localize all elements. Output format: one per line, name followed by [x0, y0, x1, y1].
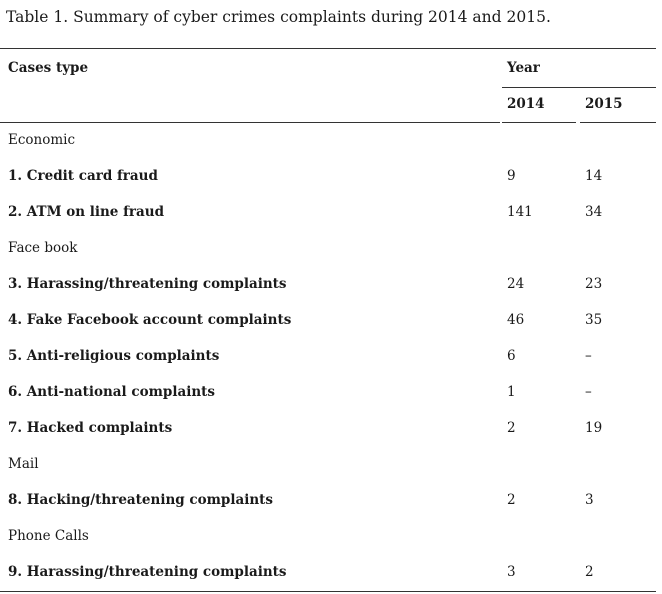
row-value-2015: –	[585, 348, 592, 364]
table-top-rule	[0, 48, 656, 49]
header-bottom-rule	[0, 122, 500, 123]
group-economic: Economic	[8, 132, 76, 148]
row-value-2014: 46	[507, 312, 525, 328]
row-value-2015: 19	[585, 420, 603, 436]
row-label: 8. Hacking/threatening complaints	[8, 492, 274, 508]
header-bottom-rule-2014	[502, 122, 576, 123]
row-label: 3. Harassing/threatening complaints	[8, 276, 287, 292]
header-bottom-rule-2015	[580, 122, 656, 123]
group-mail: Mail	[8, 456, 39, 472]
row-label: 7. Hacked complaints	[8, 420, 173, 436]
row-value-2014: 24	[507, 276, 525, 292]
table-bottom-rule	[0, 591, 656, 592]
group-phone-calls: Phone Calls	[8, 528, 89, 544]
header-2015: 2015	[585, 96, 623, 112]
row-value-2015: 3	[585, 492, 594, 508]
row-value-2014: 2	[507, 492, 516, 508]
row-value-2014: 6	[507, 348, 516, 364]
row-value-2015: 23	[585, 276, 603, 292]
row-label: 4. Fake Facebook account complaints	[8, 312, 292, 328]
header-year-rule	[502, 87, 656, 88]
row-value-2015: –	[585, 384, 592, 400]
row-value-2014: 3	[507, 564, 516, 580]
row-value-2014: 2	[507, 420, 516, 436]
row-value-2015: 34	[585, 204, 603, 220]
header-2014: 2014	[507, 96, 545, 112]
header-year: Year	[507, 60, 540, 76]
row-value-2015: 14	[585, 168, 603, 184]
row-value-2014: 141	[507, 204, 533, 220]
table-caption: Table 1. Summary of cyber crimes complai…	[6, 8, 551, 26]
row-value-2014: 1	[507, 384, 516, 400]
row-label: 9. Harassing/threatening complaints	[8, 564, 287, 580]
group-facebook: Face book	[8, 240, 78, 256]
row-label: 5. Anti-religious complaints	[8, 348, 220, 364]
row-label: 1. Credit card fraud	[8, 168, 158, 184]
row-label: 6. Anti-national complaints	[8, 384, 215, 400]
row-value-2014: 9	[507, 168, 516, 184]
row-value-2015: 35	[585, 312, 603, 328]
row-label: 2. ATM on line fraud	[8, 204, 165, 220]
header-cases-type: Cases type	[8, 60, 89, 76]
row-value-2015: 2	[585, 564, 594, 580]
